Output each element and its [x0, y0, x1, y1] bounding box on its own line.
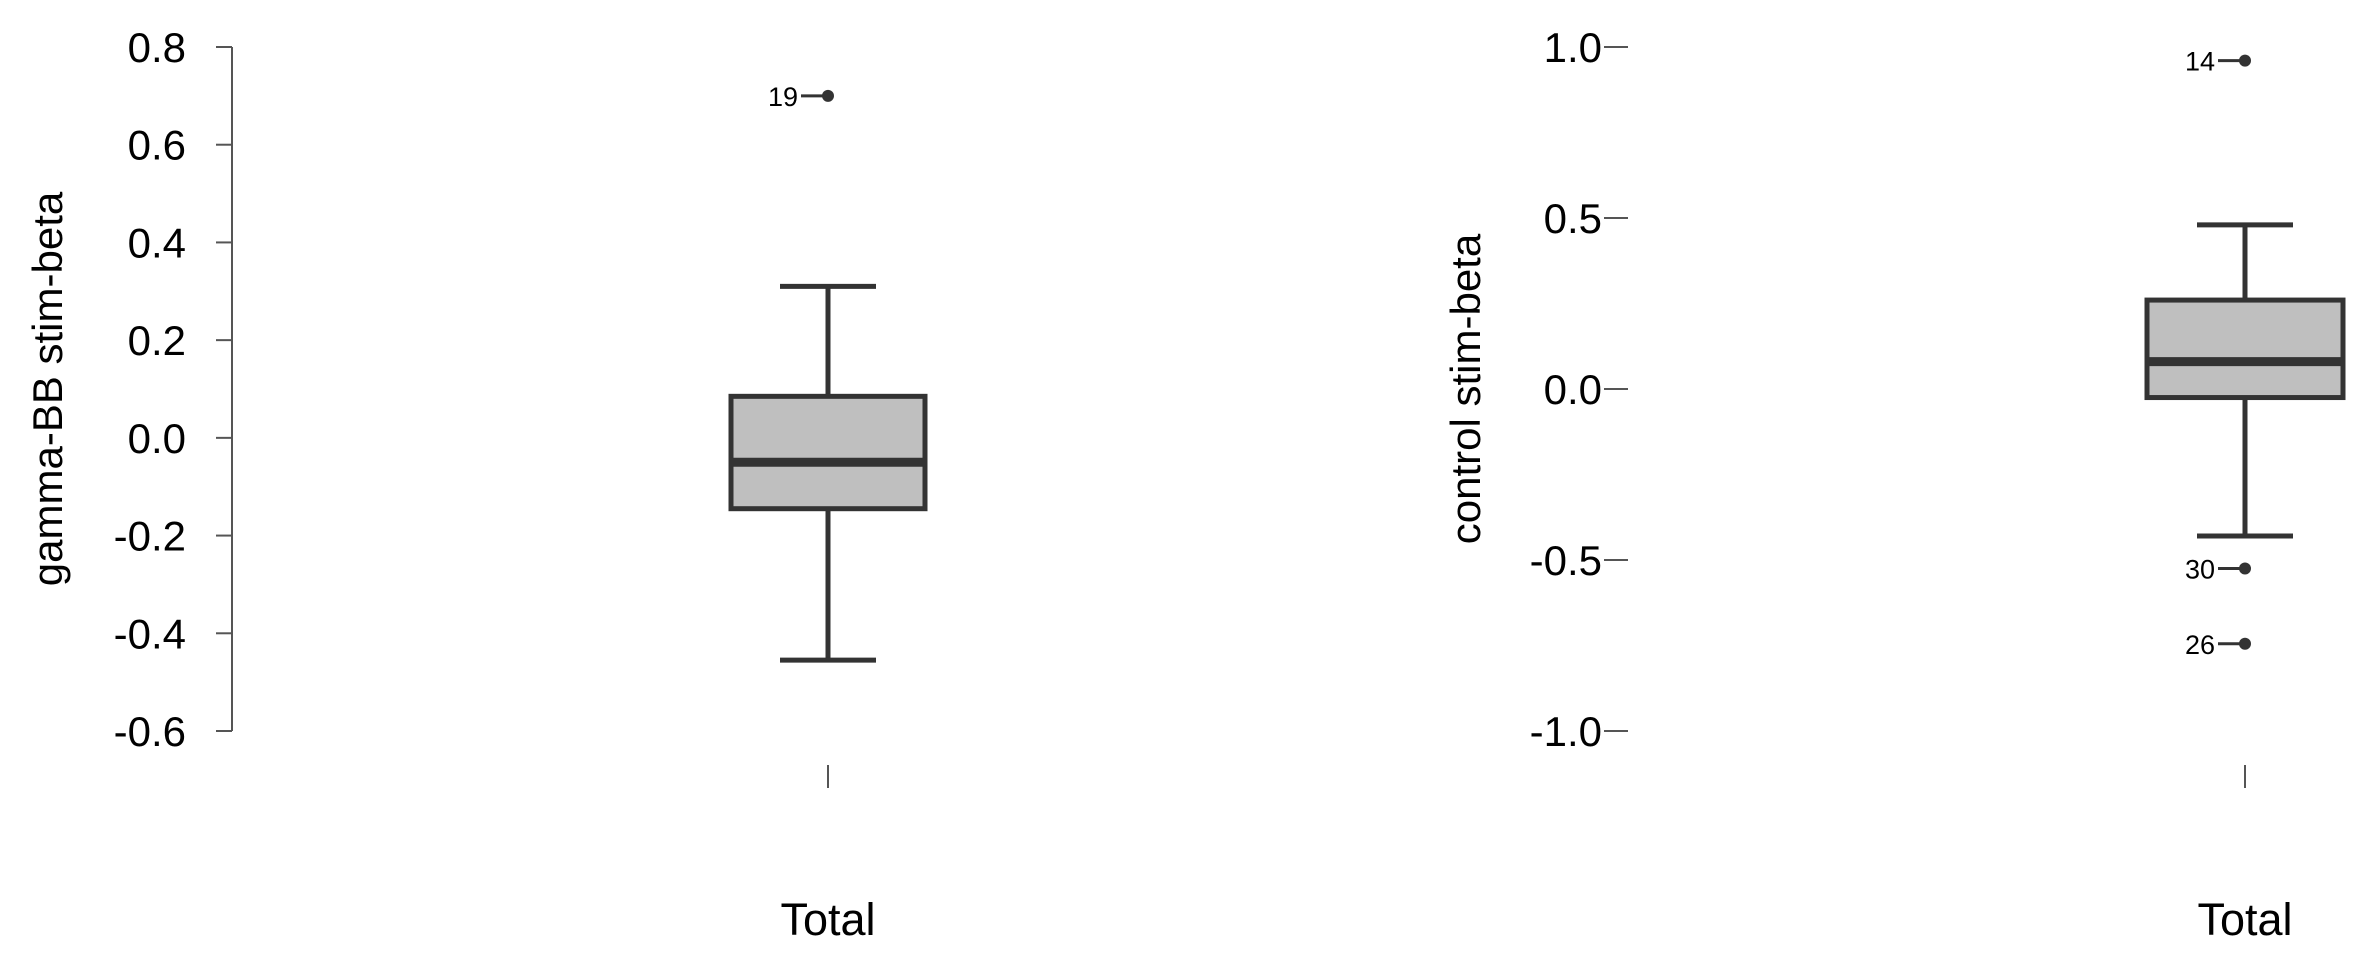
y-axis-title: control stim-beta [1442, 233, 1489, 544]
y-tick-label: -0.6 [114, 708, 186, 755]
y-tick-label: 0.5 [1544, 195, 1602, 242]
y-tick-label: 0.8 [128, 24, 186, 71]
outlier-label: 30 [2185, 555, 2215, 585]
y-tick-label: -0.2 [114, 513, 186, 560]
outlier-label: 26 [2185, 630, 2215, 660]
y-axis-title: gamma-BB stim-beta [24, 191, 71, 586]
outlier-label: 14 [2185, 47, 2215, 77]
x-category-label: Total [780, 894, 875, 945]
outlier-point [2239, 54, 2251, 67]
outlier-point [822, 89, 834, 102]
y-tick-label: 0.0 [1544, 366, 1602, 413]
outlier-label: 19 [768, 82, 798, 112]
outlier-point [2239, 562, 2251, 575]
y-tick-label: -1.0 [1530, 708, 1602, 755]
y-tick-label: 0.2 [128, 317, 186, 364]
y-tick-label: 0.6 [128, 122, 186, 169]
iqr-box [2144, 297, 2346, 401]
y-tick-label: -0.5 [1530, 537, 1602, 584]
iqr-box [728, 393, 928, 512]
y-tick-label: -0.4 [114, 610, 186, 657]
x-category-label: Total [2197, 894, 2292, 945]
y-tick-label: 1.0 [1544, 24, 1602, 71]
outlier-point [2239, 637, 2251, 650]
y-tick-label: 0.0 [128, 415, 186, 462]
y-tick-label: 0.4 [128, 219, 186, 266]
